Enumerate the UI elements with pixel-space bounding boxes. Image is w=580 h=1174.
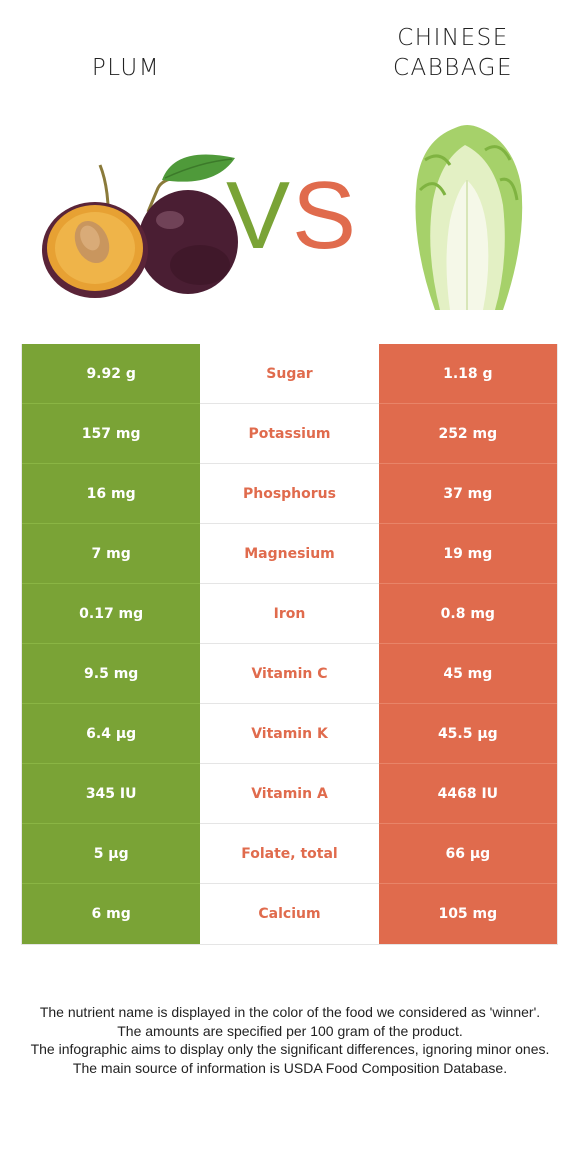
- footnote-amounts: The amounts are specified per 100 gram o…: [117, 1022, 463, 1039]
- footnote-source: The main source of information is USDA F…: [72, 1059, 508, 1076]
- vs-label: V S: [226, 162, 354, 260]
- chinese-cabbage-value: 45 mg: [378, 644, 557, 704]
- plum-value: 9.5 mg: [22, 644, 201, 704]
- chinese-cabbage-value: 66 µg: [378, 824, 557, 884]
- nutrient-name: Sugar: [200, 344, 379, 404]
- table-row: 16 mg Phosphorus 37 mg: [22, 464, 557, 524]
- table-row: 7 mg Magnesium 19 mg: [22, 524, 557, 584]
- nutrient-name: Calcium: [200, 884, 379, 944]
- plum-value: 9.92 g: [22, 344, 201, 404]
- table-row: 6.4 µg Vitamin K 45.5 µg: [22, 704, 557, 764]
- table-row: 6 mg Calcium 105 mg: [22, 884, 557, 944]
- chinese-cabbage-value: 252 mg: [378, 404, 557, 464]
- table-row: 9.92 g Sugar 1.18 g: [22, 344, 557, 404]
- table-row: 0.17 mg Iron 0.8 mg: [22, 584, 557, 644]
- plum-image: [42, 154, 238, 298]
- chinese-cabbage-value: 37 mg: [378, 464, 557, 524]
- footnote-winner-color: The nutrient name is displayed in the co…: [39, 1004, 541, 1020]
- nutrient-name: Vitamin A: [200, 764, 379, 824]
- chinese-cabbage-value: 19 mg: [378, 524, 557, 584]
- nutrient-comparison-table: 9.92 g Sugar 1.18 g 157 mg Potassium 252…: [21, 344, 558, 945]
- footnote-significant-differences: The infographic aims to display only the…: [30, 1041, 550, 1057]
- nutrient-name: Folate, total: [200, 824, 379, 884]
- footnote: The nutrient name is displayed in the co…: [18, 1003, 562, 1077]
- plum-value: 345 IU: [22, 764, 201, 824]
- nutrient-name: Magnesium: [200, 524, 379, 584]
- table-row: 5 µg Folate, total 66 µg: [22, 824, 557, 884]
- table-row: 157 mg Potassium 252 mg: [22, 404, 557, 464]
- plum-value: 5 µg: [22, 824, 201, 884]
- plum-value: 16 mg: [22, 464, 201, 524]
- plum-value: 6 mg: [22, 884, 201, 944]
- nutrient-name: Vitamin K: [200, 704, 379, 764]
- chinese-cabbage-image: [415, 125, 523, 310]
- right-food-title-line1: CHINESE: [397, 25, 509, 51]
- table-row: 9.5 mg Vitamin C 45 mg: [22, 644, 557, 704]
- chinese-cabbage-value: 1.18 g: [378, 344, 557, 404]
- nutrient-name: Phosphorus: [200, 464, 379, 524]
- chinese-cabbage-value: 4468 IU: [378, 764, 557, 824]
- plum-value: 157 mg: [22, 404, 201, 464]
- vs-s-letter: S: [292, 162, 354, 260]
- nutrient-name: Iron: [200, 584, 379, 644]
- plum-value: 6.4 µg: [22, 704, 201, 764]
- left-food-title: PLUM: [91, 55, 161, 81]
- right-food-title-line2: CABBAGE: [392, 55, 514, 81]
- vs-v-letter: V: [226, 162, 290, 260]
- nutrient-name: Potassium: [200, 404, 379, 464]
- chinese-cabbage-value: 45.5 µg: [378, 704, 557, 764]
- right-food-title: CHINESE CABBAGE: [353, 23, 553, 83]
- nutrient-name: Vitamin C: [200, 644, 379, 704]
- table-row: 345 IU Vitamin A 4468 IU: [22, 764, 557, 824]
- plum-value: 7 mg: [22, 524, 201, 584]
- chinese-cabbage-value: 105 mg: [378, 884, 557, 944]
- plum-value: 0.17 mg: [22, 584, 201, 644]
- chinese-cabbage-value: 0.8 mg: [378, 584, 557, 644]
